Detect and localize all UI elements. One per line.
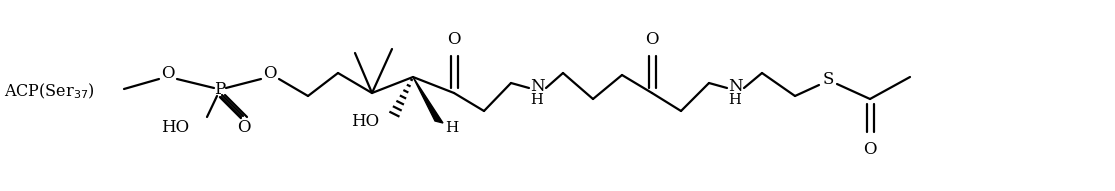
Text: P: P — [214, 80, 225, 97]
Text: S: S — [823, 70, 834, 87]
Polygon shape — [413, 77, 443, 123]
Text: ACP(Ser$_{37}$): ACP(Ser$_{37}$) — [4, 81, 95, 101]
Text: O: O — [863, 142, 876, 159]
Text: H: H — [445, 121, 458, 135]
Text: O: O — [447, 31, 460, 48]
Text: HO: HO — [161, 118, 190, 135]
Text: HO: HO — [351, 112, 379, 129]
Text: H: H — [531, 93, 543, 107]
Text: N: N — [728, 78, 743, 95]
Text: H: H — [728, 93, 741, 107]
Text: O: O — [237, 118, 251, 135]
Text: N: N — [530, 78, 544, 95]
Text: O: O — [263, 65, 277, 82]
Text: O: O — [162, 65, 175, 82]
Text: O: O — [646, 31, 659, 48]
